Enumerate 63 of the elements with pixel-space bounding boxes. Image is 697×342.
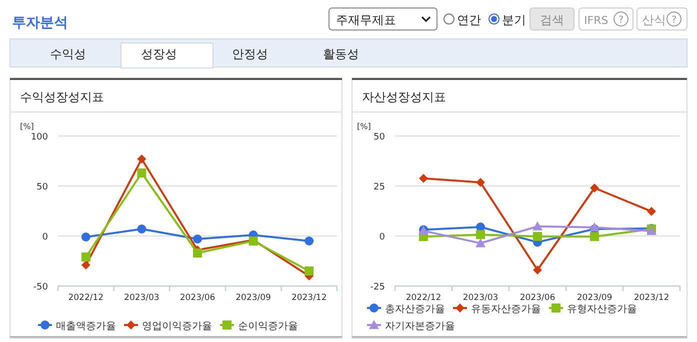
y-tick-label: 0 xyxy=(42,232,48,242)
y-axis-title: [%] xyxy=(357,122,371,131)
text: IFRS xyxy=(584,14,608,27)
text: 성장성 xyxy=(141,47,177,61)
text: 검색 xyxy=(540,13,564,27)
text: 산식 xyxy=(642,13,666,27)
x-tick-label: 2023/09 xyxy=(576,293,612,303)
point xyxy=(137,168,146,178)
point xyxy=(81,232,90,242)
text: 활동성 xyxy=(323,47,359,61)
x-tick-label: 2023/09 xyxy=(236,293,271,303)
x-tick-label: 2023/03 xyxy=(124,293,160,303)
point xyxy=(304,266,314,276)
text: 분기 xyxy=(502,13,526,27)
text: ? xyxy=(618,15,624,26)
y-tick-label: 100 xyxy=(30,132,48,142)
text: ? xyxy=(671,15,677,26)
y-tick-label: -50 xyxy=(33,282,48,292)
point xyxy=(590,232,599,242)
text: 안정성 xyxy=(232,47,268,61)
x-tick-label: 2023/06 xyxy=(180,293,216,303)
x-tick-label: 2023/06 xyxy=(520,293,556,303)
legend-label: 영업이익증가율 xyxy=(142,321,212,332)
legend-label: 유형자산증가율 xyxy=(567,304,637,315)
x-tick-label: 2023/12 xyxy=(291,293,327,303)
text: 투자분석 xyxy=(12,15,68,31)
y-tick-label: -25 xyxy=(370,282,385,292)
chart-title: 자산성장성지표 xyxy=(362,90,446,104)
text: 연간 xyxy=(457,13,481,27)
text: 주재무제표 xyxy=(336,13,396,27)
point xyxy=(533,232,542,241)
point xyxy=(193,248,202,258)
y-axis-title: [%] xyxy=(20,122,34,131)
point xyxy=(476,178,485,187)
point xyxy=(81,260,90,270)
text: 수익성 xyxy=(50,47,86,61)
y-tick-label: 25 xyxy=(374,182,385,192)
y-tick-label: 50 xyxy=(374,132,386,142)
legend-label: 순이익증가율 xyxy=(238,321,298,332)
point xyxy=(419,174,428,183)
point xyxy=(137,224,146,234)
x-tick-label: 2022/12 xyxy=(406,293,442,303)
x-tick-label: 2022/12 xyxy=(68,293,104,303)
x-tick-label: 2023/03 xyxy=(462,293,498,303)
point xyxy=(590,222,600,232)
y-tick-label: 0 xyxy=(379,232,386,242)
legend-label: 자기자본증가율 xyxy=(385,321,455,332)
y-tick-label: 50 xyxy=(36,182,48,192)
point xyxy=(476,230,485,240)
point xyxy=(476,238,486,248)
point xyxy=(304,236,314,246)
point xyxy=(193,234,202,244)
point xyxy=(137,154,146,164)
legend-label: 유동자산증가율 xyxy=(471,304,541,315)
chart-title: 수익성장성지표 xyxy=(20,90,104,104)
point xyxy=(647,206,656,216)
legend-label: 총자산증가율 xyxy=(385,304,445,315)
point xyxy=(590,184,599,192)
point xyxy=(532,221,542,230)
legend-label: 매출액증가율 xyxy=(56,321,116,332)
point xyxy=(81,252,90,262)
point xyxy=(533,266,542,274)
x-tick-label: 2023/12 xyxy=(634,293,670,303)
